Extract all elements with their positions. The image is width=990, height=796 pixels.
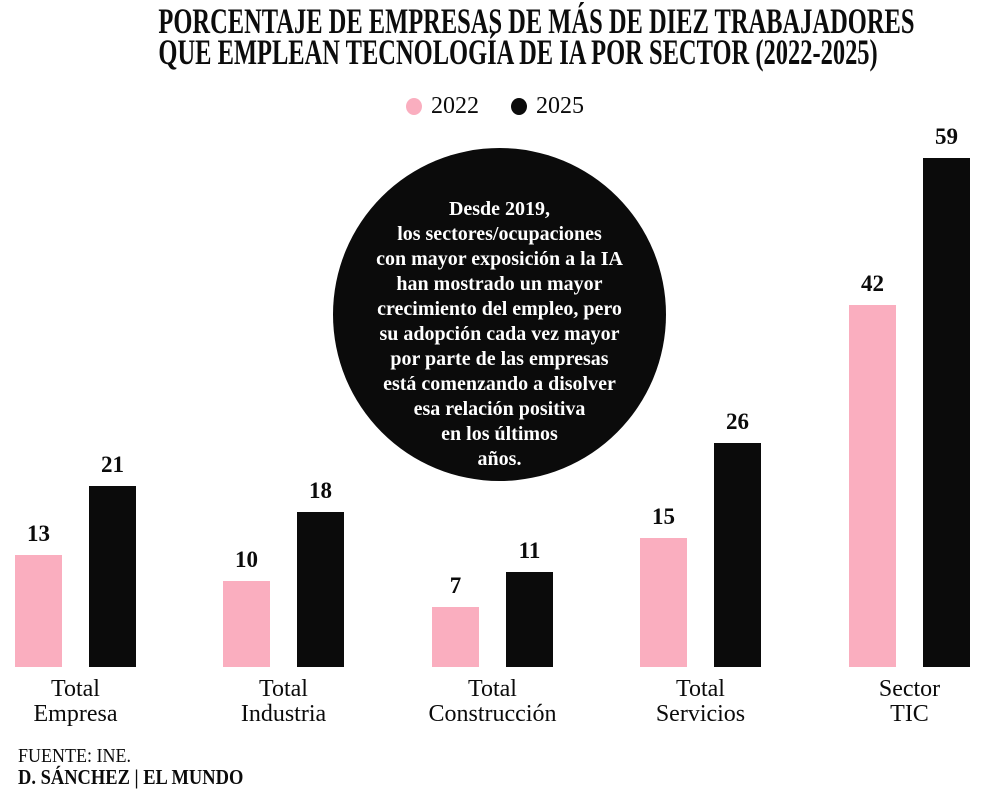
bar-2025 [714, 443, 761, 667]
chart-title: PORCENTAJE DE EMPRESAS DE MÁS DE DIEZ TR… [0, 1, 990, 72]
legend-swatch-icon [511, 97, 527, 115]
bar-value-label: 59 [935, 124, 958, 149]
category-label: Total Industria [240, 676, 327, 727]
chart-title-line-2: QUE EMPLEAN TECNOLOGÍA DE IA POR SECTOR … [158, 32, 878, 72]
bar-2022 [223, 581, 270, 667]
annotation-bubble: Desde 2019, los sectores/ocupaciones con… [333, 148, 666, 481]
bar-value-label: 18 [309, 478, 332, 503]
bar-2025 [923, 158, 970, 667]
bar-group: 13 21 [15, 0, 136, 667]
bar-2022 [432, 607, 479, 667]
bar-group: 42 59 [849, 0, 970, 667]
bar-group: 10 18 [223, 0, 344, 667]
bar-value-label: 10 [235, 547, 258, 572]
bar-2022 [849, 305, 896, 667]
bar-value-label: 7 [449, 573, 462, 598]
footer: FUENTE: INE. D. SÁNCHEZ | EL MUNDO [18, 746, 274, 788]
bar-group: 15 26 [640, 0, 761, 667]
legend-label: 2025 [536, 93, 584, 119]
legend-item-2022: 2022 [406, 94, 479, 118]
bar-2025 [506, 572, 553, 667]
bar-group: 7 11 [432, 0, 553, 667]
bar-value-label: 42 [861, 271, 884, 296]
legend-label: 2022 [431, 93, 479, 119]
chart-title-line-1: PORCENTAJE DE EMPRESAS DE MÁS DE DIEZ TR… [158, 1, 915, 41]
bar-2025 [89, 486, 136, 667]
category-label: Total Construcción [428, 676, 557, 727]
source-text: FUENTE: INE. [18, 745, 131, 767]
bar-2025 [297, 512, 344, 667]
legend-item-2025: 2025 [511, 94, 584, 118]
bar-value-label: 11 [518, 538, 541, 563]
credit-text: D. SÁNCHEZ | EL MUNDO [18, 765, 244, 789]
annotation-text: Desde 2019, los sectores/ocupaciones con… [376, 198, 623, 470]
bar-value-label: 26 [726, 409, 749, 434]
bar-2022 [640, 538, 687, 667]
category-label: Total Servicios [655, 676, 746, 727]
category-label: Total Empresa [33, 676, 118, 727]
bar-chart: 13 21 10 18 7 11 15 26 42 59 [15, 0, 970, 667]
legend: 2022 2025 [0, 93, 990, 119]
legend-swatch-icon [406, 97, 422, 115]
bar-value-label: 15 [652, 504, 675, 529]
category-label: Sector TIC [878, 676, 941, 727]
bar-value-label: 21 [101, 452, 124, 477]
bar-value-label: 13 [27, 521, 50, 546]
bar-2022 [15, 555, 62, 667]
